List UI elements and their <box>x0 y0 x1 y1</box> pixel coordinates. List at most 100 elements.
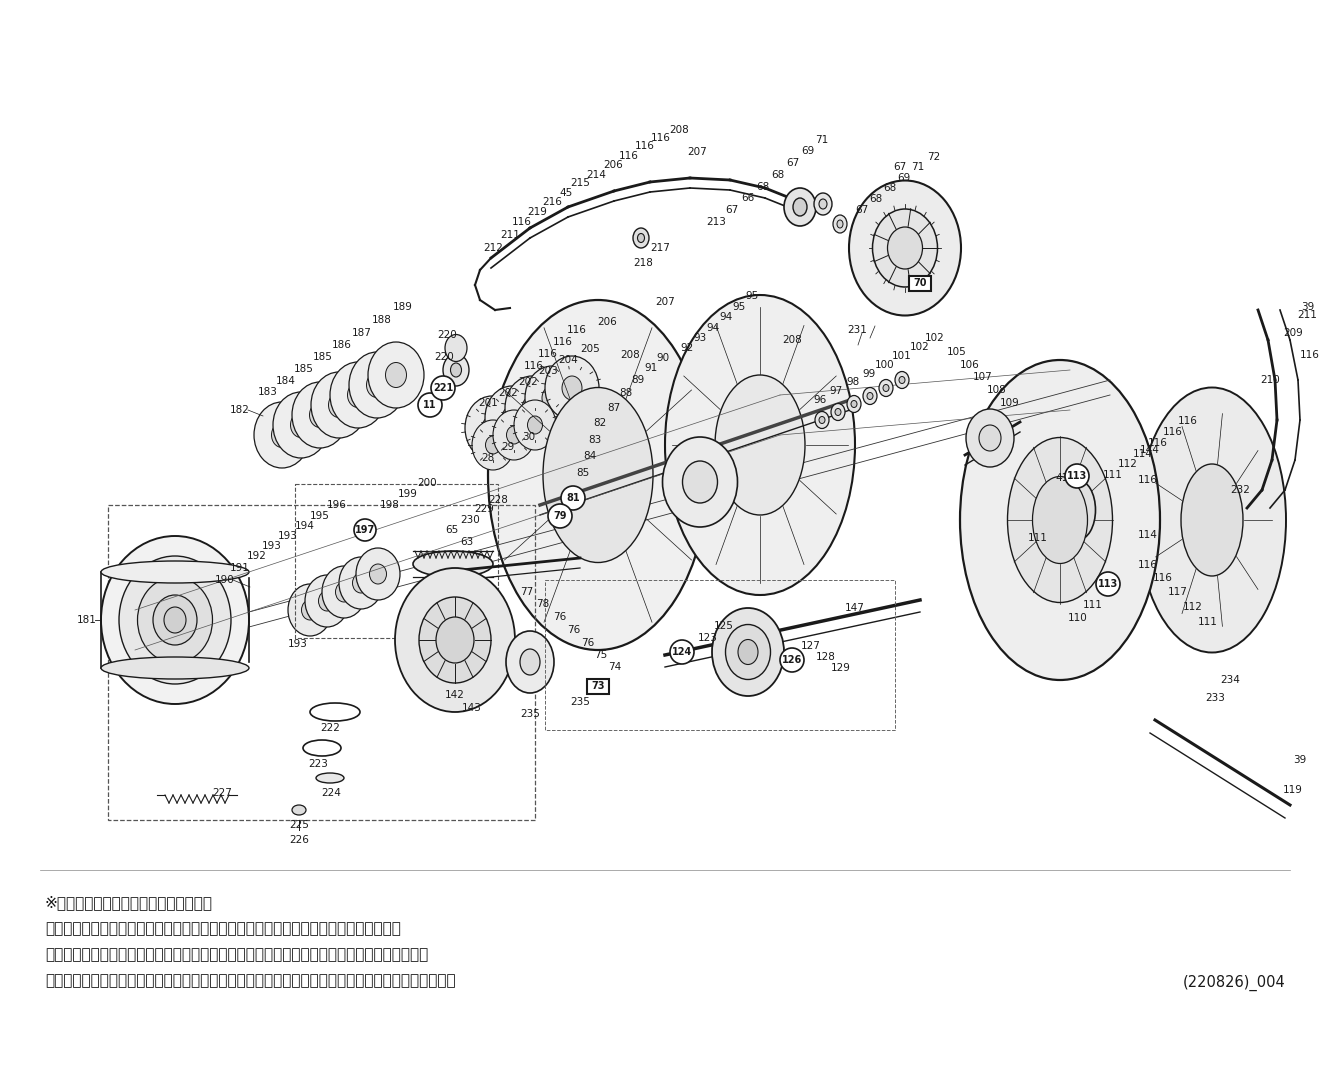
Ellipse shape <box>436 616 474 663</box>
Ellipse shape <box>519 649 541 674</box>
Text: アフターサービスにお預け下さい。分解の際はお客様の自己責任となりますことをご了承ください。: アフターサービスにお預け下さい。分解の際はお客様の自己責任となりますことをご了承… <box>45 973 456 988</box>
Text: 202: 202 <box>518 377 538 387</box>
Ellipse shape <box>833 215 847 233</box>
Ellipse shape <box>502 406 522 430</box>
Ellipse shape <box>318 591 335 611</box>
Text: 39: 39 <box>1301 302 1314 313</box>
Text: 113: 113 <box>1098 579 1118 589</box>
Ellipse shape <box>152 595 197 645</box>
Ellipse shape <box>527 416 542 434</box>
Text: 214: 214 <box>586 170 606 180</box>
Ellipse shape <box>637 233 644 243</box>
Text: 39: 39 <box>1293 755 1306 765</box>
Text: 125: 125 <box>714 621 734 632</box>
Text: 67: 67 <box>725 205 738 215</box>
Text: 114: 114 <box>1138 529 1158 540</box>
Bar <box>587 679 610 694</box>
Ellipse shape <box>445 334 466 362</box>
Ellipse shape <box>272 422 293 448</box>
Text: 89: 89 <box>632 375 645 384</box>
Text: 224: 224 <box>321 788 341 798</box>
Text: 220: 220 <box>437 330 457 340</box>
Text: 228: 228 <box>488 495 507 505</box>
Text: 218: 218 <box>633 258 653 268</box>
Ellipse shape <box>792 198 807 216</box>
Ellipse shape <box>819 199 827 209</box>
Text: 95: 95 <box>733 302 746 313</box>
Text: 63: 63 <box>460 537 473 547</box>
Circle shape <box>354 519 376 541</box>
Text: 116: 116 <box>1138 475 1158 485</box>
Ellipse shape <box>164 607 186 633</box>
Text: 142: 142 <box>445 690 465 700</box>
Text: 65: 65 <box>445 525 458 535</box>
Text: 119: 119 <box>1283 785 1302 795</box>
Bar <box>545 580 894 730</box>
Text: 129: 129 <box>831 663 851 673</box>
Text: 91: 91 <box>644 363 657 373</box>
Ellipse shape <box>493 410 535 460</box>
Text: 101: 101 <box>892 351 912 361</box>
Ellipse shape <box>101 561 249 583</box>
Ellipse shape <box>819 417 825 423</box>
Ellipse shape <box>543 388 653 563</box>
Text: 234: 234 <box>1220 674 1240 685</box>
Text: 112: 112 <box>1118 459 1138 469</box>
Text: 87: 87 <box>607 403 620 413</box>
Text: 69: 69 <box>802 146 815 156</box>
Ellipse shape <box>254 402 310 468</box>
Text: 187: 187 <box>352 328 372 338</box>
Text: 72: 72 <box>927 153 941 162</box>
Ellipse shape <box>292 382 348 448</box>
Text: 68: 68 <box>869 194 882 204</box>
Ellipse shape <box>849 180 961 316</box>
Text: 193: 193 <box>278 531 298 541</box>
Text: 117: 117 <box>1169 587 1189 597</box>
Ellipse shape <box>682 461 718 503</box>
Text: 181: 181 <box>77 615 97 625</box>
Ellipse shape <box>867 392 873 400</box>
Ellipse shape <box>882 384 889 392</box>
Text: 219: 219 <box>527 207 547 217</box>
Text: 28: 28 <box>481 453 494 463</box>
Text: 88: 88 <box>619 388 632 398</box>
Ellipse shape <box>472 420 514 470</box>
Ellipse shape <box>311 372 367 438</box>
Ellipse shape <box>505 376 559 440</box>
Ellipse shape <box>101 657 249 679</box>
Text: 205: 205 <box>580 344 600 354</box>
Ellipse shape <box>665 295 855 595</box>
Ellipse shape <box>367 373 387 397</box>
Text: 116: 116 <box>525 361 545 371</box>
Text: 203: 203 <box>538 366 558 376</box>
Text: 11: 11 <box>423 400 437 410</box>
Text: 67: 67 <box>786 158 799 168</box>
Text: 220: 220 <box>435 352 454 362</box>
Text: 116: 116 <box>553 337 572 347</box>
Ellipse shape <box>305 575 348 627</box>
Ellipse shape <box>522 396 542 420</box>
Circle shape <box>431 376 454 400</box>
Text: 216: 216 <box>542 197 562 207</box>
Text: 126: 126 <box>782 655 802 665</box>
Text: 116: 116 <box>619 151 639 161</box>
Text: 221: 221 <box>433 383 453 393</box>
Text: 188: 188 <box>372 315 392 325</box>
Ellipse shape <box>851 401 857 407</box>
Text: 232: 232 <box>1230 485 1249 495</box>
Ellipse shape <box>506 632 554 693</box>
Ellipse shape <box>562 376 582 400</box>
Text: 211: 211 <box>1297 310 1317 320</box>
Ellipse shape <box>1181 464 1243 576</box>
Ellipse shape <box>878 379 893 396</box>
Ellipse shape <box>292 806 306 815</box>
Text: 198: 198 <box>380 500 400 510</box>
Text: 196: 196 <box>327 500 347 510</box>
Text: 69: 69 <box>897 173 910 183</box>
Text: 210: 210 <box>1260 375 1280 384</box>
Text: 113: 113 <box>1067 471 1086 481</box>
Ellipse shape <box>101 536 249 703</box>
Text: 97: 97 <box>829 386 843 396</box>
Circle shape <box>549 504 572 528</box>
Text: 102: 102 <box>910 342 930 352</box>
